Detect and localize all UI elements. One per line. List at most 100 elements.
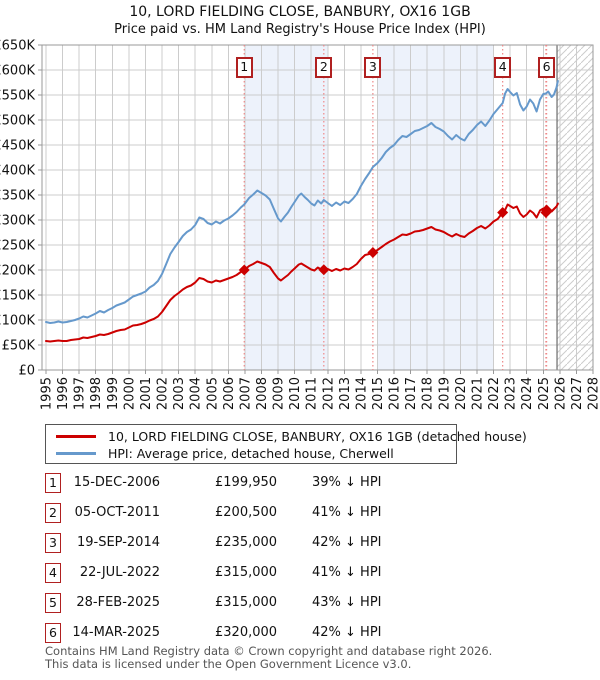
sale-marker-diamond: [318, 264, 330, 276]
transaction-pct-vs-hpi: 39% ↓ HPI: [312, 475, 382, 490]
x-axis-label: 1998: [89, 377, 104, 410]
x-axis-label: 1997: [73, 377, 88, 410]
x-axis-label: 2005: [205, 377, 220, 410]
transaction-date: 19-SEP-2014: [76, 535, 160, 550]
footer-line1: Contains HM Land Registry data © Crown c…: [45, 644, 493, 658]
sale-marker-diamond: [541, 204, 553, 216]
sale-marker-box-3: 3: [364, 57, 382, 78]
transaction-pct-vs-hpi: 41% ↓ HPI: [312, 505, 382, 520]
axis-ticks: [38, 44, 594, 374]
x-axis-label: 2017: [404, 377, 419, 410]
price-line-swatch: [56, 435, 96, 438]
footer-license-text: Contains HM Land Registry data © Crown c…: [45, 645, 492, 671]
x-axis-label: 2004: [189, 377, 204, 410]
x-axis-label: 2024: [520, 377, 535, 410]
sale-marker-box-4: 4: [494, 57, 512, 78]
hpi-line-swatch: [56, 452, 96, 455]
footer-line2: This data is licensed under the Open Gov…: [45, 657, 412, 671]
page-title: 10, LORD FIELDING CLOSE, BANBURY, OX16 1…: [129, 4, 471, 20]
transaction-number-box: 2: [45, 503, 61, 523]
y-axis-label: £0: [18, 364, 35, 379]
x-axis-label: 2015: [371, 377, 386, 410]
transaction-price: £315,000: [215, 565, 278, 580]
transaction-pct-vs-hpi: 41% ↓ HPI: [312, 565, 382, 580]
transaction-row-5: 5 28-FEB-2025 £315,000 43% ↓ HPI: [0, 592, 600, 614]
x-axis-label: 2025: [537, 377, 552, 410]
shaded-band: [244, 45, 328, 370]
x-axis-label: 2000: [122, 377, 137, 410]
legend-label-price: 10, LORD FIELDING CLOSE, BANBURY, OX16 1…: [108, 429, 527, 444]
transaction-date: 15-DEC-2006: [73, 475, 160, 490]
transaction-row-4: 4 22-JUL-2022 £315,000 41% ↓ HPI: [0, 562, 600, 584]
transaction-number-box: 5: [45, 593, 61, 613]
transaction-row-2: 2 05-OCT-2011 £200,500 41% ↓ HPI: [0, 502, 600, 524]
x-axis-label: 2014: [354, 377, 369, 410]
legend-entry-hpi: HPI: Average price, detached house, Cher…: [46, 445, 456, 462]
y-axis-label: £300K: [0, 214, 35, 229]
y-axis-label: £50K: [2, 339, 36, 354]
transaction-date: 22-JUL-2022: [79, 565, 160, 580]
transaction-price: £320,000: [215, 625, 278, 640]
sale-marker-diamond: [238, 264, 250, 276]
y-axis-label: £400K: [0, 164, 35, 179]
sale-marker-box-6: 6: [538, 57, 556, 78]
x-axis-label: 2023: [504, 377, 519, 410]
x-axis-label: 2002: [156, 377, 171, 410]
y-axis-label: £500K: [0, 114, 35, 129]
transaction-price: £200,500: [215, 505, 278, 520]
x-axis-label: 1996: [56, 377, 71, 410]
legend-entry-price: 10, LORD FIELDING CLOSE, BANBURY, OX16 1…: [46, 428, 527, 445]
price-history-chart: £0 £50K £100K £150K £200K £250K £300K £350K £400…: [0, 39, 600, 411]
x-axis-label: 2013: [338, 377, 353, 410]
transaction-row-6: 6 14-MAR-2025 £320,000 42% ↓ HPI: [0, 622, 600, 644]
x-axis-label: 2009: [272, 377, 287, 410]
x-axis-label: 2010: [288, 377, 303, 410]
transaction-number-box: 4: [45, 563, 61, 583]
x-axis-label: 2001: [139, 377, 154, 410]
x-axis-label: 2007: [238, 377, 253, 410]
x-axis-label: 2020: [454, 377, 469, 410]
y-axis-label: £100K: [0, 314, 35, 329]
y-axis-label: £650K: [0, 39, 35, 54]
hpi-line: [45, 80, 559, 324]
x-axis-label: 1999: [106, 377, 121, 410]
transaction-date: 28-FEB-2025: [76, 595, 160, 610]
page-subtitle: Price paid vs. HM Land Registry's House …: [114, 22, 486, 37]
transaction-number-box: 6: [45, 623, 61, 643]
sale-marker-diamond: [497, 207, 509, 218]
x-axis-label: 2006: [222, 377, 237, 410]
sale-marker-box-2: 2: [315, 57, 333, 78]
transaction-row-3: 3 19-SEP-2014 £235,000 42% ↓ HPI: [0, 532, 600, 554]
y-axis-label: £150K: [0, 289, 35, 304]
x-axis-label: 1995: [40, 377, 55, 410]
y-axis-label: £600K: [0, 64, 35, 79]
plot-border: [41, 44, 594, 371]
price-paid-line: [45, 202, 559, 343]
x-axis-label: 2011: [305, 377, 320, 410]
y-axis-label: £350K: [0, 189, 35, 204]
y-axis-label: £200K: [0, 264, 35, 279]
transaction-pct-vs-hpi: 42% ↓ HPI: [312, 535, 382, 550]
x-axis-label: 2022: [487, 377, 502, 410]
x-axis-label: 2012: [321, 377, 336, 410]
x-axis-label: 2003: [172, 377, 187, 410]
axis-labels: £0 £50K £100K £150K £200K £250K £300K £350K £400…: [0, 39, 600, 411]
shaded-band: [377, 45, 494, 370]
transaction-pct-vs-hpi: 43% ↓ HPI: [312, 595, 382, 610]
x-axis-label: 2027: [570, 377, 585, 410]
transaction-number-box: 1: [45, 473, 61, 493]
x-axis-label: 2028: [587, 377, 600, 410]
transaction-date: 05-OCT-2011: [74, 505, 160, 520]
x-axis-label: 2026: [553, 377, 568, 410]
legend-label-hpi: HPI: Average price, detached house, Cher…: [108, 446, 394, 461]
x-axis-label: 2018: [421, 377, 436, 410]
sale-marker-diamond: [367, 247, 379, 258]
transaction-date: 14-MAR-2025: [72, 625, 160, 640]
x-axis-label: 2016: [388, 377, 403, 410]
x-axis-label: 2021: [470, 377, 485, 410]
transaction-number-box: 3: [45, 533, 61, 553]
chart-legend: 10, LORD FIELDING CLOSE, BANBURY, OX16 1…: [45, 424, 527, 464]
transaction-pct-vs-hpi: 42% ↓ HPI: [312, 625, 382, 640]
x-axis-label: 2008: [255, 377, 270, 410]
